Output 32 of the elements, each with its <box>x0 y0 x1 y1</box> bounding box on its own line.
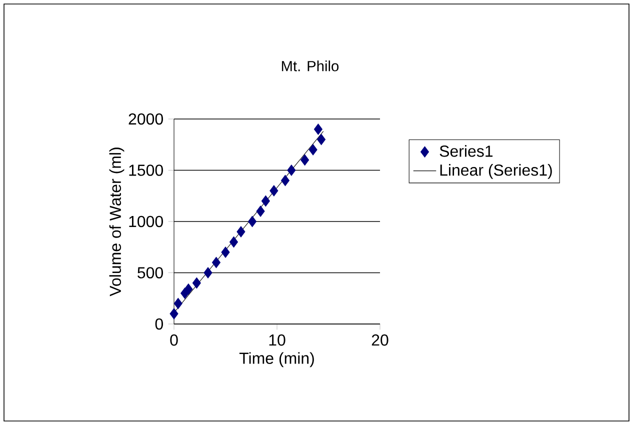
legend-label: Linear (Series1) <box>440 164 552 179</box>
point <box>270 185 278 196</box>
point <box>287 164 296 176</box>
point <box>236 226 246 238</box>
point <box>229 236 238 248</box>
point <box>314 124 322 135</box>
point <box>221 246 230 258</box>
y-tick-label: 2000 <box>128 113 163 125</box>
point <box>248 216 257 228</box>
point <box>174 298 182 310</box>
x-axis-title: Time (min) <box>239 352 314 368</box>
y-tick-label: 0 <box>155 318 163 330</box>
y-tick-label: 500 <box>138 267 163 278</box>
y-axis-title: Volume of Water (ml) <box>109 148 124 296</box>
point <box>261 195 270 207</box>
chart-title: Mt. Philo <box>282 60 339 72</box>
x-tick-label: 20 <box>372 334 388 346</box>
y-tick-label: 1000 <box>129 216 163 228</box>
y-tick-label: 1500 <box>129 164 163 176</box>
point <box>204 267 212 278</box>
point <box>192 277 201 289</box>
point <box>308 144 318 156</box>
x-tick-label: 10 <box>269 334 286 346</box>
legend-label: Series1 <box>440 145 493 157</box>
point <box>170 308 178 320</box>
point <box>280 174 290 186</box>
x-tick-label: 0 <box>170 334 178 346</box>
point <box>300 154 310 166</box>
point <box>256 206 265 217</box>
point <box>184 284 193 295</box>
point <box>317 134 326 146</box>
point <box>212 256 221 268</box>
